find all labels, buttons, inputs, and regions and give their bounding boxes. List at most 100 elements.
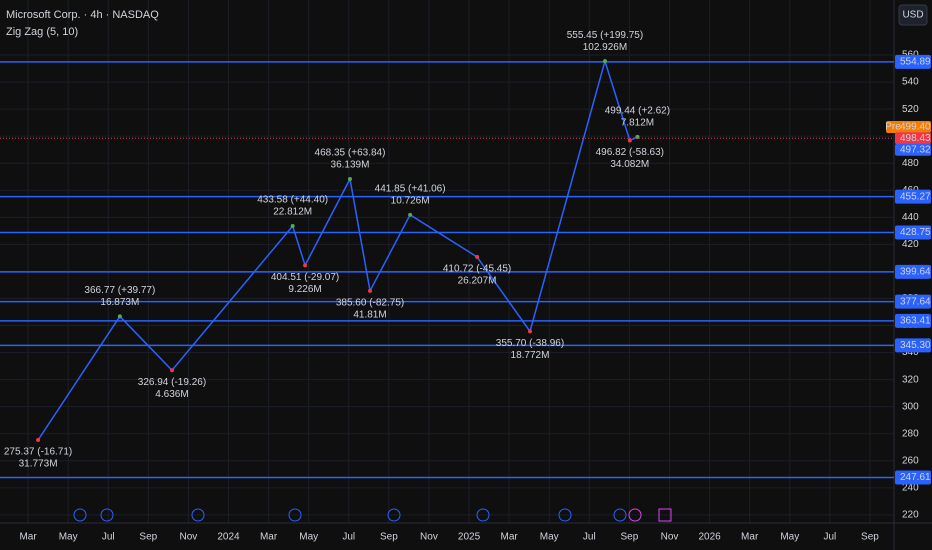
level-tag xyxy=(895,294,931,309)
event-icon xyxy=(191,508,205,522)
currency-button[interactable] xyxy=(898,4,928,26)
pivot-volume: 26.207M xyxy=(458,276,497,287)
event-icon xyxy=(628,508,642,522)
y-tick-label: 320 xyxy=(902,374,919,385)
y-tick-label: 260 xyxy=(902,455,919,466)
x-tick-label: Sep xyxy=(139,532,157,543)
pivot-label: 499.44 (+2.62) xyxy=(605,106,670,117)
level-tag xyxy=(895,264,931,279)
x-tick-label: Jul xyxy=(102,532,115,543)
x-tick-label: Nov xyxy=(180,532,198,543)
pivot-volume: 31.773M xyxy=(19,459,58,470)
pivot-label: 468.35 (+63.84) xyxy=(315,148,386,159)
pivot-point xyxy=(408,212,413,217)
level-label: 377.64 xyxy=(900,296,931,307)
price-label: 498.43 xyxy=(900,133,931,144)
y-tick-label: 440 xyxy=(902,212,919,223)
pivot-point xyxy=(368,288,373,293)
event-icon xyxy=(100,508,114,522)
level-label: 345.30 xyxy=(900,340,931,351)
x-tick-label: Mar xyxy=(501,532,519,543)
pivot-volume: 18.772M xyxy=(511,350,550,361)
x-tick-label: Jul xyxy=(342,532,355,543)
pivot-volume: 22.812M xyxy=(273,207,312,218)
level-tag xyxy=(895,225,931,240)
x-tick-label: Mar xyxy=(260,532,278,543)
pivot-label: 355.70 (-38.96) xyxy=(496,338,564,349)
level-label: 428.75 xyxy=(900,227,931,238)
level-label: 399.64 xyxy=(900,267,931,278)
indicator-label: Zig Zag (5, 10) xyxy=(6,26,78,38)
event-icon xyxy=(387,508,401,522)
y-tick-label: 280 xyxy=(902,428,919,439)
x-tick-label: Sep xyxy=(621,532,639,543)
level-label: 455.27 xyxy=(900,191,931,202)
pre-badge xyxy=(886,120,900,133)
price-tag xyxy=(895,132,931,145)
pivot-label: 410.72 (-45.45) xyxy=(443,264,511,275)
pivot-label: 366.77 (+39.77) xyxy=(84,285,155,296)
pivot-point xyxy=(169,368,174,373)
level-tag xyxy=(895,189,931,204)
event-icon xyxy=(613,508,627,522)
y-tick-label: 300 xyxy=(902,401,919,412)
pivot-point xyxy=(117,314,122,319)
price-label: 499.40 xyxy=(900,122,931,133)
x-tick-label: Nov xyxy=(420,532,438,543)
x-tick-label: Nov xyxy=(661,532,679,543)
level-tag xyxy=(895,313,931,328)
level-tag xyxy=(895,470,931,485)
pivot-label: 496.82 (-58.63) xyxy=(596,147,664,158)
y-tick-label: 520 xyxy=(902,104,919,115)
event-icon xyxy=(73,508,87,522)
pivot-point xyxy=(290,224,295,229)
x-tick-label: May xyxy=(59,532,78,543)
x-tick-label: Sep xyxy=(861,532,879,543)
x-tick-label: 2024 xyxy=(217,532,240,543)
event-icon xyxy=(288,508,302,522)
pivot-volume: 41.81M xyxy=(353,310,386,321)
pre-label: Pre xyxy=(885,122,901,133)
price-label: 497.32 xyxy=(900,144,931,155)
chart-title: Microsoft Corp. · 4h · NASDAQ xyxy=(6,9,159,21)
pivot-volume: 16.873M xyxy=(100,297,139,308)
pivot-volume: 102.926M xyxy=(583,42,627,53)
y-tick-label: 480 xyxy=(902,158,919,169)
level-label: 247.61 xyxy=(900,472,931,483)
pivot-point xyxy=(602,59,607,64)
pivot-point xyxy=(36,437,41,442)
level-label: 363.41 xyxy=(900,316,931,327)
event-icons xyxy=(73,508,672,522)
price-tag xyxy=(895,143,931,156)
pivot-label: 275.37 (-16.71) xyxy=(4,447,72,458)
pivot-volume: 10.726M xyxy=(391,195,430,206)
x-tick-label: Jul xyxy=(583,532,596,543)
y-tick-label: 240 xyxy=(902,482,919,493)
y-tick-label: 540 xyxy=(902,77,919,88)
pivot-point xyxy=(475,254,480,259)
pivot-point xyxy=(627,138,632,143)
price-tag xyxy=(895,120,931,133)
pivot-label: 385.60 (-82.75) xyxy=(336,298,404,309)
y-tick-label: 220 xyxy=(902,510,919,521)
event-icon xyxy=(658,508,672,522)
x-tick-label: Mar xyxy=(741,532,759,543)
x-tick-label: May xyxy=(780,532,799,543)
pivot-point xyxy=(347,176,352,181)
currency-label[interactable]: USD xyxy=(902,10,923,21)
pivot-point xyxy=(527,329,532,334)
pivot-point xyxy=(303,263,308,268)
pivot-label: 404.51 (-29.07) xyxy=(271,272,339,283)
pivot-volume: 34.082M xyxy=(610,159,649,170)
pivot-label: 441.85 (+41.06) xyxy=(375,183,446,194)
pivot-label: 433.58 (+44.40) xyxy=(257,195,328,206)
pivot-label: 326.94 (-19.26) xyxy=(138,377,206,388)
pivot-volume: 36.139M xyxy=(331,160,370,171)
x-tick-label: Jul xyxy=(823,532,836,543)
event-icon xyxy=(558,508,572,522)
x-tick-label: Mar xyxy=(19,532,37,543)
pivot-volume: 9.226M xyxy=(288,284,321,295)
